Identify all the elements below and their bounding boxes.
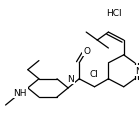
Text: O: O bbox=[83, 47, 90, 56]
Text: HCl: HCl bbox=[106, 9, 122, 17]
Text: N: N bbox=[68, 74, 74, 83]
Text: N: N bbox=[136, 66, 139, 75]
Text: Cl: Cl bbox=[89, 70, 98, 79]
Text: NH: NH bbox=[14, 88, 27, 97]
